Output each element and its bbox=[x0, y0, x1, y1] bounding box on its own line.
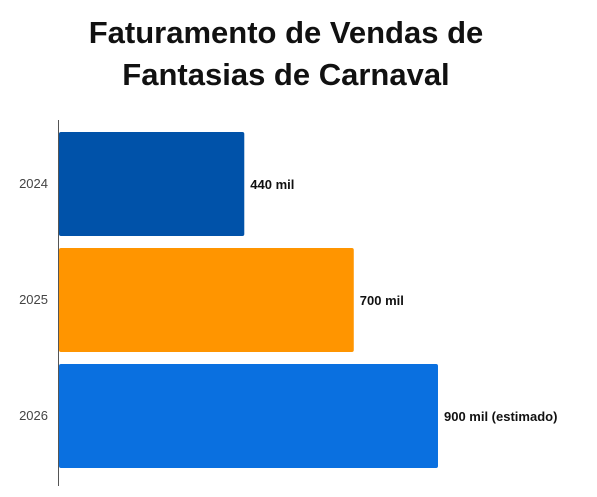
data-labels: 440 mil 700 mil 900 mil (estimado) bbox=[250, 177, 557, 424]
data-label-2024: 440 mil bbox=[250, 177, 294, 192]
bars-group bbox=[59, 132, 438, 468]
y-tick-label-2024: 2024 bbox=[19, 176, 48, 191]
chart-title: Faturamento de Vendas de Fantasias de Ca… bbox=[0, 12, 572, 96]
data-label-2025: 700 mil bbox=[360, 293, 404, 308]
bar-2026 bbox=[59, 364, 438, 468]
y-tick-label-2026: 2026 bbox=[19, 408, 48, 423]
bar-2025 bbox=[59, 248, 354, 352]
y-tick-label-2025: 2025 bbox=[19, 292, 48, 307]
data-label-2026: 900 mil (estimado) bbox=[444, 409, 557, 424]
bar-2024 bbox=[59, 132, 245, 236]
chart-title-line-2: Fantasias de Carnaval bbox=[122, 57, 450, 92]
y-tick-labels: 2024 2025 2026 bbox=[19, 176, 48, 423]
chart-title-line-1: Faturamento de Vendas de bbox=[88, 15, 484, 50]
